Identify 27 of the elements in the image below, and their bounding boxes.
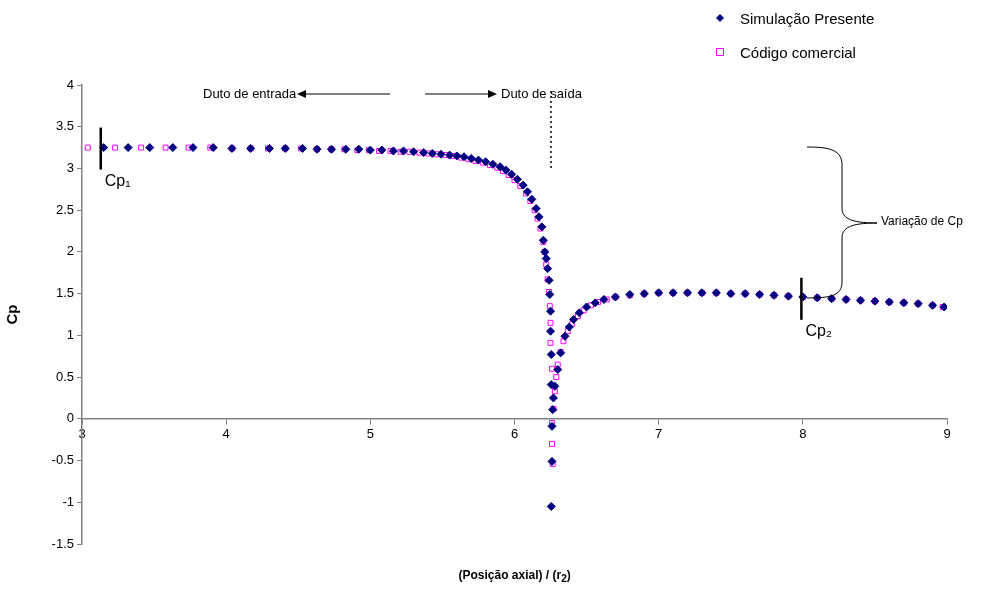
x-tick-label: 6 bbox=[510, 426, 519, 442]
y-tick-label: -1 bbox=[62, 493, 74, 509]
annotation: Variação de Cp bbox=[881, 214, 963, 228]
y-tick-label: 2.5 bbox=[55, 201, 74, 217]
x-tick-label: 7 bbox=[655, 426, 663, 442]
legend-label: Simulação Presente bbox=[740, 9, 875, 27]
annotation: Duto de saída bbox=[501, 86, 582, 101]
x-tick-label: 8 bbox=[799, 426, 807, 442]
y-tick-label: 4 bbox=[66, 76, 74, 92]
y-tick-label: 3 bbox=[66, 160, 74, 176]
x-tick-label: 5 bbox=[366, 426, 374, 442]
annotation: Cp₁ bbox=[104, 171, 131, 190]
legend-label: Código comercial bbox=[740, 43, 856, 61]
x-tick-label: 9 bbox=[943, 426, 951, 442]
y-axis-title: Cp bbox=[3, 304, 21, 325]
y-tick-label: 2 bbox=[66, 243, 74, 259]
x-axis-title: (Posição axial) / (r$_{2}$) bbox=[458, 568, 571, 585]
y-tick-label: 1 bbox=[66, 326, 74, 342]
annotation: Duto de entrada bbox=[203, 86, 297, 101]
y-tick-label: -1.5 bbox=[51, 535, 74, 551]
annotation: Cp₂ bbox=[805, 321, 833, 340]
x-tick-label: 4 bbox=[222, 426, 230, 442]
y-tick-label: 0 bbox=[66, 410, 74, 426]
y-tick-label: 3.5 bbox=[55, 118, 74, 134]
y-tick-label: 0.5 bbox=[55, 368, 74, 384]
y-tick-label: -0.5 bbox=[51, 452, 74, 468]
y-tick-label: 1.5 bbox=[55, 285, 74, 301]
